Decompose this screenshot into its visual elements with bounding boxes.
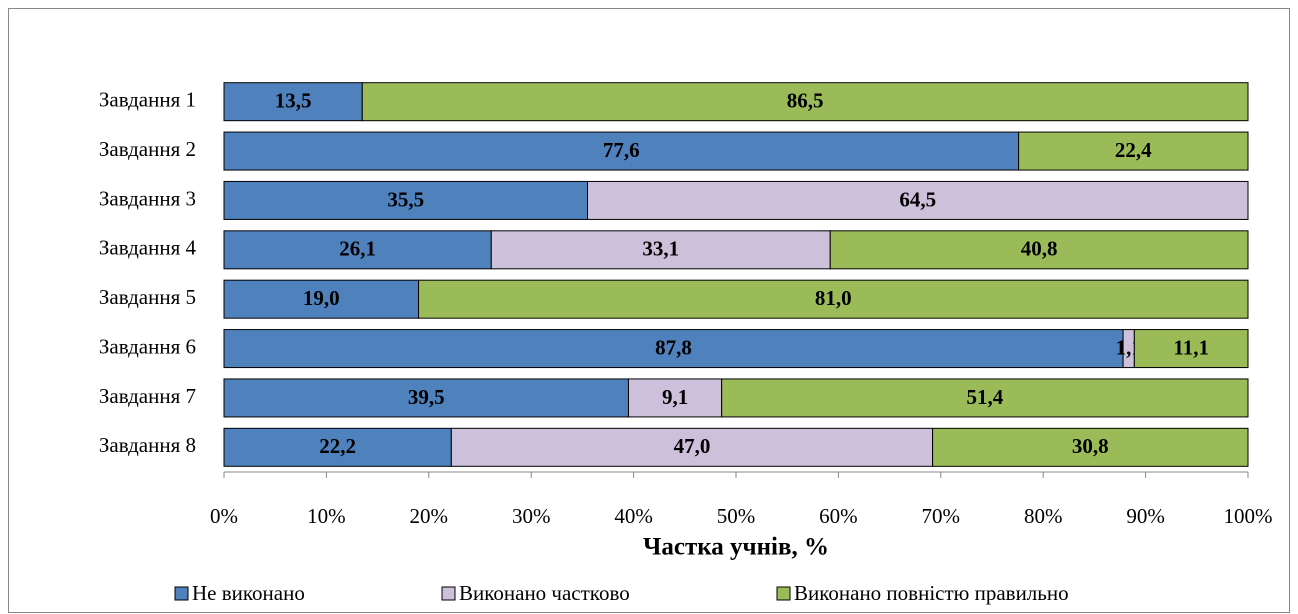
legend-swatch — [174, 586, 189, 601]
bar-segment — [223, 427, 452, 467]
bar-segment — [223, 329, 1124, 369]
legend-swatch — [776, 586, 791, 601]
y-tick-label: Завдання 6 — [99, 334, 196, 358]
x-tick-label: 10% — [307, 504, 346, 528]
bar-segment — [932, 427, 1249, 467]
legend-label: Виконано частково — [459, 581, 630, 605]
data-label: 81,0 — [815, 286, 852, 310]
x-tick-label: 70% — [922, 504, 961, 528]
y-tick-label: Завдання 1 — [99, 88, 196, 112]
x-tick-label: 20% — [410, 504, 449, 528]
bar-segment — [490, 230, 831, 270]
x-axis-title: Частка учнів, % — [643, 534, 829, 561]
bar-segment — [223, 378, 629, 418]
bar-segment — [223, 230, 492, 270]
bar-segment — [829, 230, 1249, 270]
x-tick-label: 0% — [210, 504, 238, 528]
data-label: 22,2 — [319, 434, 356, 458]
bar-segment — [223, 180, 589, 220]
y-tick-label: Завдання 2 — [99, 137, 196, 161]
bar-segment — [361, 82, 1249, 122]
x-tick-label: 40% — [614, 504, 653, 528]
x-tick-label: 30% — [512, 504, 551, 528]
data-label: 40,8 — [1021, 237, 1058, 261]
x-tick-label: 80% — [1024, 504, 1063, 528]
bar-segment — [1018, 131, 1249, 171]
bar-segment — [223, 131, 1020, 171]
data-label: 87,8 — [655, 335, 692, 359]
x-tick-label: 50% — [717, 504, 756, 528]
y-tick-label: Завдання 8 — [99, 433, 196, 457]
data-label: 39,5 — [408, 385, 445, 409]
bar-segment — [721, 378, 1249, 418]
data-label: 26,1 — [339, 237, 376, 261]
y-tick-label: Завдання 5 — [99, 285, 196, 309]
y-tick-label: Завдання 4 — [99, 236, 197, 260]
bar-segment — [1133, 329, 1249, 369]
data-label: 77,6 — [603, 138, 640, 162]
legend-swatch — [441, 586, 456, 601]
x-tick-label: 90% — [1126, 504, 1165, 528]
bar-segment — [587, 180, 1249, 220]
bar-segment — [223, 82, 363, 122]
data-label: 19,0 — [303, 286, 340, 310]
data-label: 86,5 — [787, 89, 824, 113]
data-label: 9,1 — [662, 385, 688, 409]
data-label: 33,1 — [642, 237, 679, 261]
x-tick-label: 100% — [1224, 504, 1273, 528]
data-label: 35,5 — [387, 187, 424, 211]
data-label: 64,5 — [899, 187, 936, 211]
legend-label: Не виконано — [192, 581, 305, 605]
data-label: 47,0 — [674, 434, 711, 458]
data-label: 13,5 — [275, 89, 312, 113]
legend-label: Виконано повністю правильно — [794, 581, 1069, 605]
bar-segment — [627, 378, 723, 418]
data-label: 11,1 — [1173, 335, 1209, 359]
data-label: 51,4 — [966, 385, 1003, 409]
data-label: 22,4 — [1115, 138, 1152, 162]
data-label: 30,8 — [1072, 434, 1109, 458]
x-tick-label: 60% — [819, 504, 858, 528]
y-tick-label: Завдання 7 — [99, 384, 196, 408]
bar-segment — [450, 427, 934, 467]
y-tick-label: Завдання 3 — [99, 186, 196, 210]
bar-segment — [418, 279, 1249, 319]
